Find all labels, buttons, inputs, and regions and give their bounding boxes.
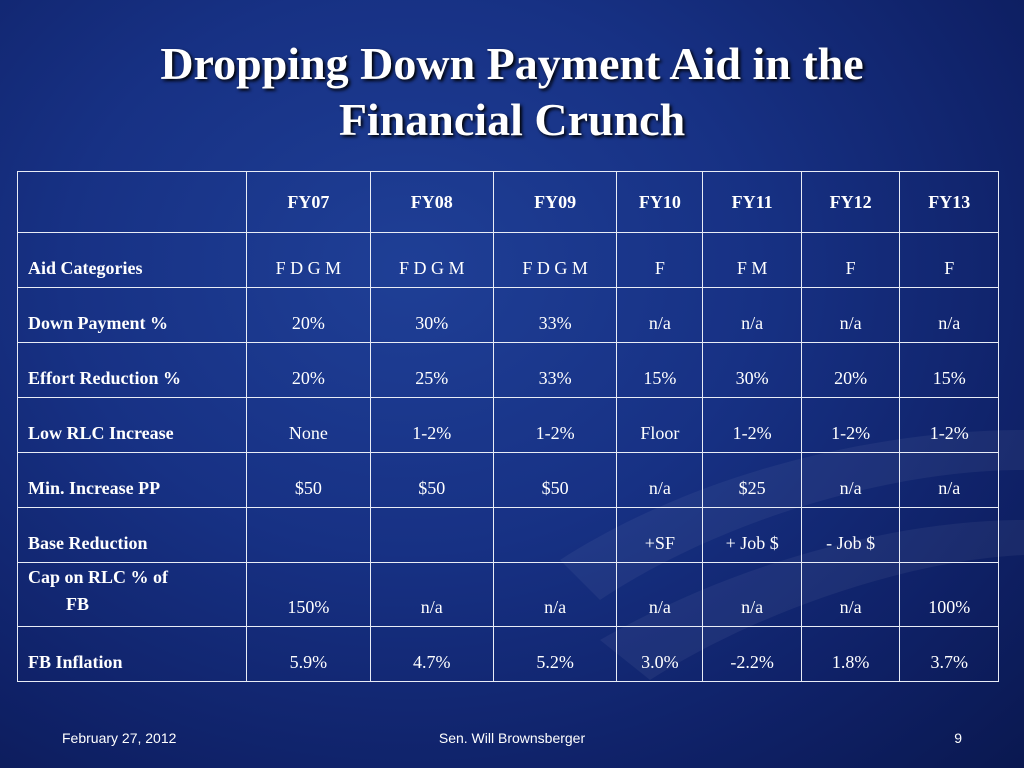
table-cell: n/a — [899, 287, 999, 343]
header-row: FY07 FY08 FY09 FY10 FY11 FY12 FY13 — [16, 171, 999, 233]
table-cell: 20% — [800, 342, 901, 398]
table-row: Effort Reduction % 20% 25% 33% 15% 30% 2… — [16, 342, 999, 398]
table-cell: $50 — [492, 452, 618, 508]
footer-date: February 27, 2012 — [62, 730, 177, 746]
table-cell — [492, 507, 618, 563]
table-cell: n/a — [899, 452, 999, 508]
table-cell: +SF — [616, 507, 704, 563]
table-cell: 33% — [492, 342, 618, 398]
table-cell: Floor — [616, 397, 704, 453]
table-cell: None — [246, 397, 371, 453]
table-cell: $25 — [702, 452, 802, 508]
table-cell: 20% — [246, 342, 371, 398]
row-label: FB Inflation — [16, 626, 248, 682]
table-cell: n/a — [800, 562, 901, 627]
table-cell: 1-2% — [702, 397, 802, 453]
table-row: Cap on RLC % of FB 150% n/a n/a n/a n/a … — [16, 562, 999, 627]
table-cell: n/a — [616, 562, 704, 627]
table-cell: 30% — [702, 342, 802, 398]
row-label: Min. Increase PP — [16, 452, 248, 508]
table-row: FB Inflation 5.9% 4.7% 5.2% 3.0% -2.2% 1… — [16, 626, 999, 682]
row-label: Aid Categories — [16, 232, 248, 288]
slide-title: Dropping Down Payment Aid in the Financi… — [0, 36, 1024, 148]
header-cell-blank — [16, 171, 248, 233]
header-cell-fy09: FY09 — [492, 171, 618, 233]
table-cell: $50 — [369, 452, 494, 508]
table-cell: 20% — [246, 287, 371, 343]
table-row: Down Payment % 20% 30% 33% n/a n/a n/a n… — [16, 287, 999, 343]
header-cell-fy08: FY08 — [369, 171, 494, 233]
table-cell: F — [899, 232, 999, 288]
table-cell: 3.0% — [616, 626, 704, 682]
footer-page-number: 9 — [954, 730, 962, 746]
table-cell: n/a — [702, 287, 802, 343]
table-cell: 15% — [616, 342, 704, 398]
table-row: Low RLC Increase None 1-2% 1-2% Floor 1-… — [16, 397, 999, 453]
table-cell: 100% — [899, 562, 999, 627]
row-label: Effort Reduction % — [16, 342, 248, 398]
row-label: Down Payment % — [16, 287, 248, 343]
table-cell: F — [616, 232, 704, 288]
table-row: Aid Categories F D G M F D G M F D G M F… — [16, 232, 999, 288]
table-cell: 3.7% — [899, 626, 999, 682]
table-cell: n/a — [369, 562, 494, 627]
row-label: Low RLC Increase — [16, 397, 248, 453]
table-cell: 33% — [492, 287, 618, 343]
row-label-line-2: FB — [66, 594, 90, 614]
row-label: Base Reduction — [16, 507, 248, 563]
table-cell: $50 — [246, 452, 371, 508]
table-cell: n/a — [492, 562, 618, 627]
header-cell-fy13: FY13 — [899, 171, 999, 233]
table-cell: 150% — [246, 562, 371, 627]
table-cell: 5.2% — [492, 626, 618, 682]
table-cell: F — [800, 232, 901, 288]
table-cell: 1-2% — [492, 397, 618, 453]
title-line-1: Dropping Down Payment Aid in the — [160, 38, 864, 89]
table-cell: 15% — [899, 342, 999, 398]
header-cell-fy10: FY10 — [616, 171, 704, 233]
table-cell: n/a — [800, 287, 901, 343]
aid-table: FY07 FY08 FY09 FY10 FY11 FY12 FY13 Aid C… — [16, 171, 999, 682]
table-cell: 5.9% — [246, 626, 371, 682]
table-cell: n/a — [702, 562, 802, 627]
row-label-line-1: Cap on RLC % of — [28, 567, 169, 587]
table-cell: F D G M — [369, 232, 494, 288]
table-cell — [246, 507, 371, 563]
row-label: Cap on RLC % of FB — [16, 562, 248, 627]
table-cell: 4.7% — [369, 626, 494, 682]
table-cell: n/a — [616, 287, 704, 343]
title-line-2: Financial Crunch — [338, 94, 686, 145]
table-cell: n/a — [800, 452, 901, 508]
table-cell — [369, 507, 494, 563]
table-cell: n/a — [616, 452, 704, 508]
table-cell: 25% — [369, 342, 494, 398]
table-cell: F D G M — [246, 232, 371, 288]
table-cell — [899, 507, 999, 563]
table-cell: -2.2% — [702, 626, 802, 682]
table-cell: F M — [702, 232, 802, 288]
table-cell: + Job $ — [702, 507, 802, 563]
header-cell-fy11: FY11 — [702, 171, 802, 233]
table-cell: 1-2% — [800, 397, 901, 453]
table-cell: F D G M — [492, 232, 618, 288]
footer-author: Sen. Will Brownsberger — [438, 730, 586, 746]
table-row: Min. Increase PP $50 $50 $50 n/a $25 n/a… — [16, 452, 999, 508]
table-cell: 1-2% — [899, 397, 999, 453]
table-cell: 1.8% — [800, 626, 901, 682]
table-cell: 1-2% — [369, 397, 494, 453]
table-cell: - Job $ — [800, 507, 901, 563]
table-row: Base Reduction +SF + Job $ - Job $ — [16, 507, 999, 563]
header-cell-fy07: FY07 — [246, 171, 371, 233]
header-cell-fy12: FY12 — [800, 171, 901, 233]
table-cell: 30% — [369, 287, 494, 343]
